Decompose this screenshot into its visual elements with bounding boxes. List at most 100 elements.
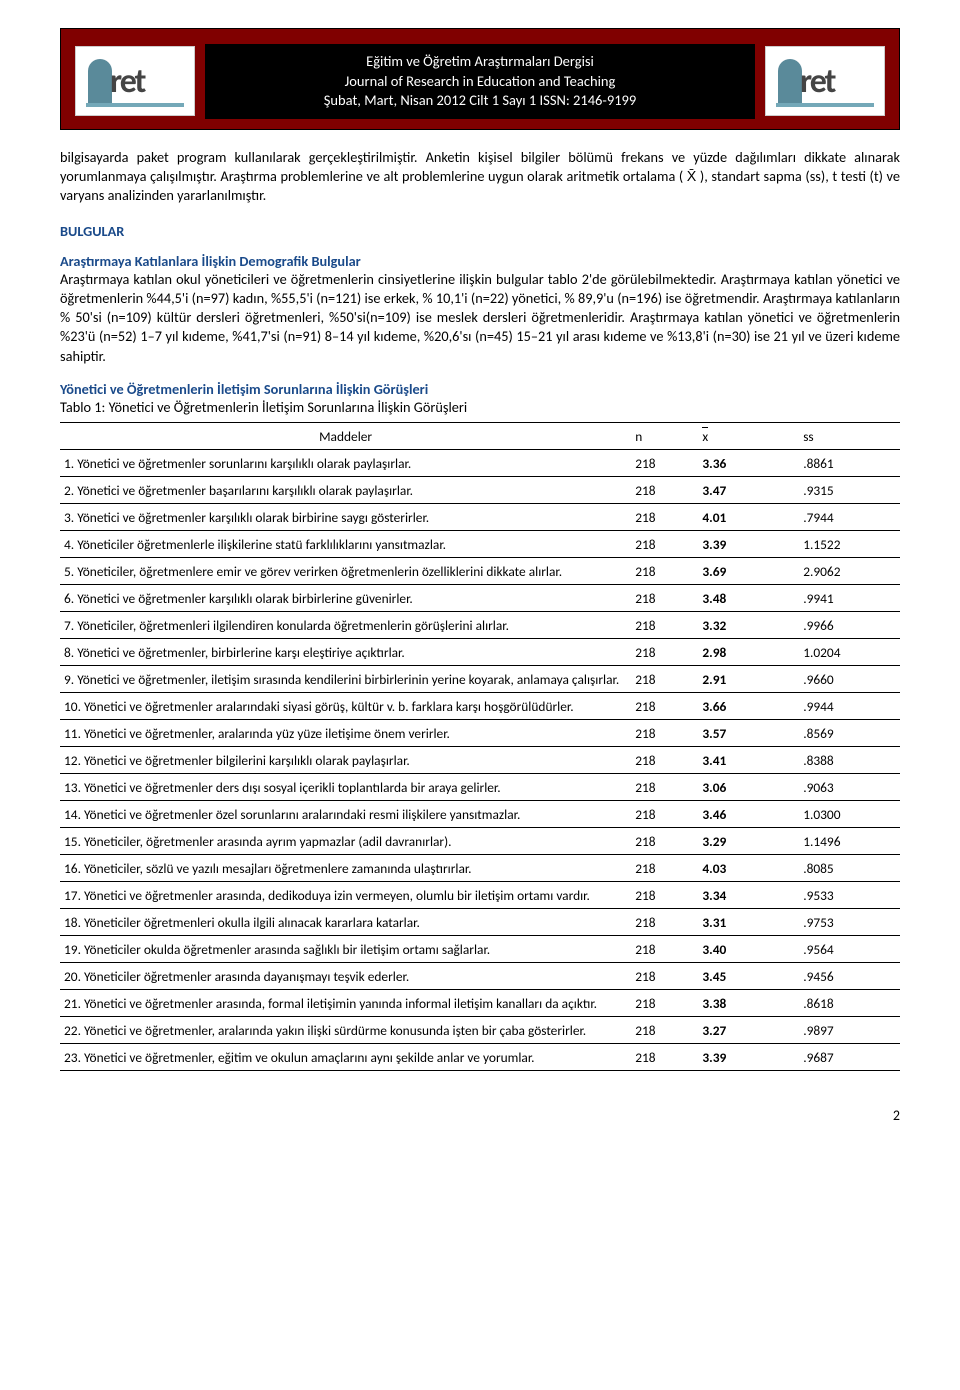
cell-n: 218: [631, 450, 698, 477]
cell-ss: .9687: [799, 1044, 900, 1071]
cell-n: 218: [631, 558, 698, 585]
journal-title-tr: Eğitim ve Öğretim Araştırmaları Dergisi: [209, 52, 751, 72]
cell-item: 21. Yönetici ve öğretmenler arasında, fo…: [60, 990, 631, 1017]
page-number: 2: [60, 1107, 900, 1124]
cell-n: 218: [631, 639, 698, 666]
cell-n: 218: [631, 585, 698, 612]
cell-mean: 3.29: [698, 828, 799, 855]
cell-ss: .8861: [799, 450, 900, 477]
cell-item: 8. Yönetici ve öğretmenler, birbirlerine…: [60, 639, 631, 666]
journal-title-en: Journal of Research in Education and Tea…: [209, 72, 751, 92]
cell-n: 218: [631, 504, 698, 531]
table-row: 4. Yöneticiler öğretmenlerle ilişkilerin…: [60, 531, 900, 558]
cell-ss: .8388: [799, 747, 900, 774]
cell-n: 218: [631, 720, 698, 747]
cell-ss: .7944: [799, 504, 900, 531]
cell-mean: 3.38: [698, 990, 799, 1017]
cell-n: 218: [631, 828, 698, 855]
cell-ss: .9315: [799, 477, 900, 504]
cell-n: 218: [631, 801, 698, 828]
table1-caption: Tablo 1: Yönetici ve Öğretmenlerin İleti…: [60, 398, 900, 416]
cell-mean: 3.40: [698, 936, 799, 963]
logo-text: ret: [800, 61, 834, 102]
col-header-x: x: [698, 423, 799, 450]
table-row: 6. Yönetici ve öğretmenler karşılıklı ol…: [60, 585, 900, 612]
table-row: 8. Yönetici ve öğretmenler, birbirlerine…: [60, 639, 900, 666]
cell-mean: 3.32: [698, 612, 799, 639]
cell-item: 4. Yöneticiler öğretmenlerle ilişkilerin…: [60, 531, 631, 558]
table1-header-row: Maddeler n x ss: [60, 423, 900, 450]
journal-logo-right: ret: [765, 46, 885, 116]
cell-ss: 1.0204: [799, 639, 900, 666]
journal-title-block: Eğitim ve Öğretim Araştırmaları Dergisi …: [205, 44, 755, 119]
cell-item: 5. Yöneticiler, öğretmenlere emir ve gör…: [60, 558, 631, 585]
table-row: 16. Yöneticiler, sözlü ve yazılı mesajla…: [60, 855, 900, 882]
cell-mean: 3.41: [698, 747, 799, 774]
table-row: 23. Yönetici ve öğretmenler, eğitim ve o…: [60, 1044, 900, 1071]
cell-mean: 3.46: [698, 801, 799, 828]
table-row: 2. Yönetici ve öğretmenler başarılarını …: [60, 477, 900, 504]
col-header-item: Maddeler: [60, 423, 631, 450]
cell-item: 19. Yöneticiler okulda öğretmenler arası…: [60, 936, 631, 963]
cell-item: 14. Yönetici ve öğretmenler özel sorunla…: [60, 801, 631, 828]
cell-ss: .9753: [799, 909, 900, 936]
cell-item: 18. Yöneticiler öğretmenleri okulla ilgi…: [60, 909, 631, 936]
demographic-paragraph: Araştırmaya katılan okul yöneticileri ve…: [60, 270, 900, 366]
cell-item: 20. Yöneticiler öğretmenler arasında day…: [60, 963, 631, 990]
views-subheading: Yönetici ve Öğretmenlerin İletişim Sorun…: [60, 380, 900, 398]
journal-header: ret Eğitim ve Öğretim Araştırmaları Derg…: [60, 28, 900, 130]
cell-n: 218: [631, 531, 698, 558]
table1: Maddeler n x ss 1. Yönetici ve öğretmenl…: [60, 422, 900, 1071]
cell-item: 10. Yönetici ve öğretmenler aralarındaki…: [60, 693, 631, 720]
cell-ss: 1.0300: [799, 801, 900, 828]
logo-text: ret: [110, 61, 144, 102]
cell-item: 9. Yönetici ve öğretmenler, iletişim sır…: [60, 666, 631, 693]
bulgular-heading: BULGULAR: [60, 222, 900, 240]
cell-item: 17. Yönetici ve öğretmenler arasında, de…: [60, 882, 631, 909]
cell-ss: 1.1496: [799, 828, 900, 855]
cell-item: 15. Yöneticiler, öğretmenler arasında ay…: [60, 828, 631, 855]
cell-ss: .8618: [799, 990, 900, 1017]
table-row: 19. Yöneticiler okulda öğretmenler arası…: [60, 936, 900, 963]
cell-item: 12. Yönetici ve öğretmenler bilgilerini …: [60, 747, 631, 774]
cell-mean: 3.47: [698, 477, 799, 504]
cell-n: 218: [631, 477, 698, 504]
col-header-n: n: [631, 423, 698, 450]
cell-mean: 3.57: [698, 720, 799, 747]
cell-item: 13. Yönetici ve öğretmenler ders dışı so…: [60, 774, 631, 801]
table-row: 7. Yöneticiler, öğretmenleri ilgilendire…: [60, 612, 900, 639]
cell-item: 7. Yöneticiler, öğretmenleri ilgilendire…: [60, 612, 631, 639]
table-row: 9. Yönetici ve öğretmenler, iletişim sır…: [60, 666, 900, 693]
cell-mean: 3.39: [698, 1044, 799, 1071]
cell-n: 218: [631, 882, 698, 909]
cell-n: 218: [631, 990, 698, 1017]
cell-ss: .9966: [799, 612, 900, 639]
table-row: 5. Yöneticiler, öğretmenlere emir ve gör…: [60, 558, 900, 585]
cell-mean: 3.36: [698, 450, 799, 477]
cell-ss: 2.9062: [799, 558, 900, 585]
cell-mean: 3.06: [698, 774, 799, 801]
table-row: 15. Yöneticiler, öğretmenler arasında ay…: [60, 828, 900, 855]
cell-n: 218: [631, 1017, 698, 1044]
cell-mean: 3.31: [698, 909, 799, 936]
cell-item: 11. Yönetici ve öğretmenler, aralarında …: [60, 720, 631, 747]
table-row: 12. Yönetici ve öğretmenler bilgilerini …: [60, 747, 900, 774]
table-row: 21. Yönetici ve öğretmenler arasında, fo…: [60, 990, 900, 1017]
journal-logo-left: ret: [75, 46, 195, 116]
demographic-subheading: Araştırmaya Katılanlara İlişkin Demograf…: [60, 252, 900, 270]
cell-mean: 2.91: [698, 666, 799, 693]
cell-n: 218: [631, 909, 698, 936]
cell-item: 3. Yönetici ve öğretmenler karşılıklı ol…: [60, 504, 631, 531]
table-row: 18. Yöneticiler öğretmenleri okulla ilgi…: [60, 909, 900, 936]
cell-ss: 1.1522: [799, 531, 900, 558]
cell-ss: .9660: [799, 666, 900, 693]
cell-n: 218: [631, 963, 698, 990]
cell-n: 218: [631, 747, 698, 774]
table-row: 13. Yönetici ve öğretmenler ders dışı so…: [60, 774, 900, 801]
cell-ss: .9564: [799, 936, 900, 963]
cell-n: 218: [631, 936, 698, 963]
table-row: 14. Yönetici ve öğretmenler özel sorunla…: [60, 801, 900, 828]
intro-paragraph: bilgisayarda paket program kullanılarak …: [60, 148, 900, 206]
cell-n: 218: [631, 612, 698, 639]
cell-n: 218: [631, 774, 698, 801]
